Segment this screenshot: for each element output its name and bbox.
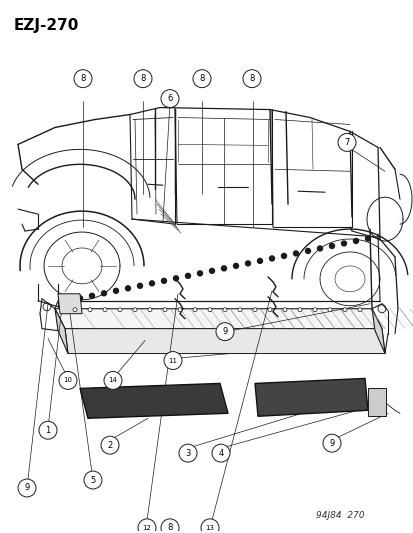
Circle shape xyxy=(233,263,238,269)
Text: 6: 6 xyxy=(167,94,172,103)
Polygon shape xyxy=(55,309,381,329)
Circle shape xyxy=(173,276,178,281)
Circle shape xyxy=(245,261,250,266)
Text: 3: 3 xyxy=(185,449,190,458)
Circle shape xyxy=(163,308,166,312)
Circle shape xyxy=(252,308,256,312)
Circle shape xyxy=(178,444,197,462)
Circle shape xyxy=(197,271,202,276)
Circle shape xyxy=(353,238,358,244)
Text: 11: 11 xyxy=(168,358,177,364)
Circle shape xyxy=(269,256,274,261)
Circle shape xyxy=(164,352,182,369)
Text: 9: 9 xyxy=(222,327,227,336)
FancyBboxPatch shape xyxy=(367,389,385,416)
Circle shape xyxy=(281,253,286,259)
Circle shape xyxy=(39,421,57,439)
Circle shape xyxy=(73,308,77,312)
Text: EZJ-270: EZJ-270 xyxy=(14,18,79,33)
Circle shape xyxy=(74,70,92,87)
Text: 9: 9 xyxy=(329,439,334,448)
Circle shape xyxy=(84,471,102,489)
Polygon shape xyxy=(80,383,228,418)
Text: 8: 8 xyxy=(140,74,145,83)
Text: 1: 1 xyxy=(45,426,50,435)
Circle shape xyxy=(137,284,142,288)
Circle shape xyxy=(317,246,322,251)
Circle shape xyxy=(192,70,211,87)
Circle shape xyxy=(216,322,233,341)
Circle shape xyxy=(101,291,106,296)
Text: 94J84  270: 94J84 270 xyxy=(315,511,364,520)
Polygon shape xyxy=(371,309,384,353)
Circle shape xyxy=(242,70,260,87)
Text: 14: 14 xyxy=(108,377,117,383)
Circle shape xyxy=(341,241,346,246)
Circle shape xyxy=(147,308,152,312)
Circle shape xyxy=(201,519,218,533)
Text: 4: 4 xyxy=(218,449,223,458)
Circle shape xyxy=(104,372,122,390)
Circle shape xyxy=(337,133,355,151)
Circle shape xyxy=(207,308,211,312)
Text: 5: 5 xyxy=(90,475,95,484)
Circle shape xyxy=(221,266,226,271)
Circle shape xyxy=(293,251,298,256)
Circle shape xyxy=(322,434,340,452)
Circle shape xyxy=(342,308,346,312)
Circle shape xyxy=(237,308,242,312)
Circle shape xyxy=(125,286,130,291)
Circle shape xyxy=(267,308,271,312)
Circle shape xyxy=(133,308,137,312)
Text: 8: 8 xyxy=(199,74,204,83)
Text: 10: 10 xyxy=(63,377,72,383)
Circle shape xyxy=(65,298,70,303)
Text: 7: 7 xyxy=(344,138,349,147)
Circle shape xyxy=(89,293,94,298)
Circle shape xyxy=(88,308,92,312)
Circle shape xyxy=(138,519,156,533)
Circle shape xyxy=(103,308,107,312)
Circle shape xyxy=(329,244,334,248)
Circle shape xyxy=(211,444,230,462)
Circle shape xyxy=(161,519,178,533)
Circle shape xyxy=(149,281,154,286)
Polygon shape xyxy=(65,329,384,353)
Circle shape xyxy=(305,248,310,253)
Circle shape xyxy=(223,308,226,312)
Circle shape xyxy=(282,308,286,312)
Text: 13: 13 xyxy=(205,525,214,531)
Circle shape xyxy=(327,308,331,312)
Circle shape xyxy=(365,236,370,241)
Circle shape xyxy=(178,308,182,312)
Circle shape xyxy=(185,273,190,278)
Text: 9: 9 xyxy=(24,483,30,492)
Polygon shape xyxy=(254,378,367,416)
Text: 2: 2 xyxy=(107,441,112,450)
Circle shape xyxy=(161,90,178,108)
Text: 12: 12 xyxy=(142,525,151,531)
Circle shape xyxy=(134,70,152,87)
Circle shape xyxy=(297,308,301,312)
Circle shape xyxy=(118,308,122,312)
Polygon shape xyxy=(58,294,82,314)
Polygon shape xyxy=(55,309,68,353)
Circle shape xyxy=(161,278,166,284)
Circle shape xyxy=(77,296,82,301)
Circle shape xyxy=(18,479,36,497)
Circle shape xyxy=(209,269,214,273)
Circle shape xyxy=(257,259,262,263)
Text: 8: 8 xyxy=(167,523,172,532)
Circle shape xyxy=(357,308,361,312)
Circle shape xyxy=(192,308,197,312)
Circle shape xyxy=(59,372,77,390)
Text: 8: 8 xyxy=(249,74,254,83)
Circle shape xyxy=(101,436,119,454)
Circle shape xyxy=(312,308,316,312)
Text: 8: 8 xyxy=(80,74,85,83)
Circle shape xyxy=(113,288,118,293)
